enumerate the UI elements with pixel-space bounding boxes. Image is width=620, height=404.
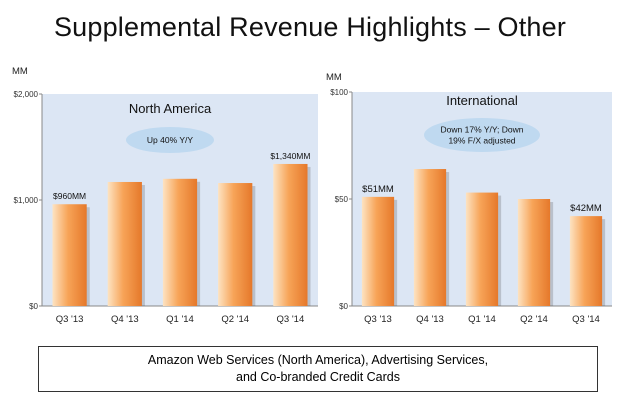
y-tick-label: $100 (330, 88, 348, 97)
x-tick-label: Q3 '13 (364, 314, 392, 325)
bar (569, 216, 603, 306)
chart-title: International (446, 93, 518, 108)
bar (361, 196, 395, 306)
bar (413, 169, 447, 306)
chart-title: North America (129, 101, 212, 116)
data-label: $1,340MM (270, 151, 310, 161)
x-tick-label: Q3 '14 (572, 314, 600, 325)
data-label: $960MM (53, 191, 86, 201)
bar (465, 192, 499, 306)
bar (52, 204, 87, 306)
x-tick-label: Q4 '13 (416, 314, 444, 325)
chart-north-america: MM $0 $1,000 $2,000 Q3 '13 $960MM Q4 '13 Q1 '14… (0, 60, 328, 340)
footnote-box: Amazon Web Services (North America), Adv… (38, 346, 598, 392)
data-label: $51MM (362, 184, 394, 195)
bar (517, 199, 551, 306)
unit-label: MM (326, 72, 342, 83)
bar (107, 181, 142, 306)
y-tick-label: $0 (29, 302, 38, 311)
x-tick-label: Q1 '14 (468, 314, 496, 325)
bar (162, 178, 198, 306)
callout-text: 19% F/X adjusted (448, 136, 515, 146)
x-tick-label: Q3 '14 (277, 314, 305, 325)
data-label: $42MM (570, 203, 602, 214)
x-tick-label: Q3 '13 (56, 314, 84, 325)
x-tick-label: Q4 '13 (111, 314, 139, 325)
footnote-line-2: and Co-branded Credit Cards (236, 370, 400, 384)
bar (273, 163, 308, 306)
chart-svg: MM $0 $50 $100 Q3 '13 $51MM Q4 '13 Q1 '14 Q2 '14… (326, 72, 612, 325)
unit-label: MM (12, 66, 28, 77)
y-tick-label: $50 (335, 195, 349, 204)
callout-text: Up 40% Y/Y (147, 135, 193, 145)
x-tick-label: Q2 '14 (221, 314, 249, 325)
chart-international: MM $0 $50 $100 Q3 '13 $51MM Q4 '13 Q1 '14 Q2 '14… (322, 60, 620, 340)
y-tick-label: $0 (339, 302, 348, 311)
callout-bubble (424, 118, 540, 152)
y-tick-label: $1,000 (14, 196, 39, 205)
slide-title: Supplemental Revenue Highlights – Other (53, 12, 567, 42)
x-tick-label: Q2 '14 (520, 314, 548, 325)
callout-text: Down 17% Y/Y; Down (441, 125, 524, 135)
chart-svg: MM $0 $1,000 $2,000 Q3 '13 $960MM Q4 '13 Q1 '14… (12, 66, 318, 325)
x-tick-label: Q1 '14 (166, 314, 194, 325)
callout-bubble (126, 127, 214, 153)
y-tick-label: $2,000 (14, 90, 39, 99)
footnote-line-1: Amazon Web Services (North America), Adv… (147, 353, 489, 367)
bar (218, 183, 253, 306)
